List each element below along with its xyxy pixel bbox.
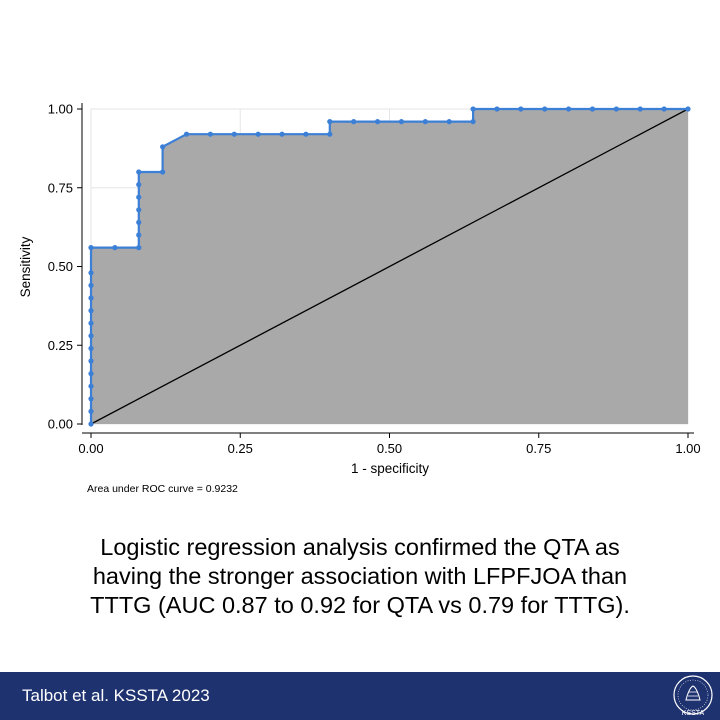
roc-point <box>518 106 524 112</box>
roc-point <box>136 182 142 188</box>
roc-point <box>88 408 94 414</box>
roc-point <box>88 396 94 402</box>
roc-chart: 0.00 0.25 0.50 0.75 1.00 0.00 0.25 0.50 0.75 1.00… <box>18 100 701 495</box>
roc-point <box>374 119 381 125</box>
roc-point <box>661 106 667 112</box>
roc-point <box>136 207 142 213</box>
roc-point <box>136 194 142 200</box>
reference-diagonal-line <box>90 108 689 425</box>
roc-point <box>207 131 213 137</box>
footer-bar: Talbot et al. KSSTA 2023 KSSTA <box>0 672 720 720</box>
roc-point <box>279 131 285 137</box>
roc-point <box>446 119 452 125</box>
roc-point <box>136 169 142 175</box>
logo-text: KSSTA <box>682 710 705 717</box>
x-axis-label: 1 - specificity <box>351 461 429 476</box>
roc-point <box>88 345 94 351</box>
roc-point <box>88 282 94 288</box>
x-tick-label: 1.00 <box>675 441 700 456</box>
roc-point <box>422 119 428 125</box>
roc-point <box>637 106 643 112</box>
y-tick-label: 1.00 <box>48 102 73 117</box>
y-tick-label: 0.00 <box>48 417 73 432</box>
x-tick-label: 0.75 <box>526 441 551 456</box>
roc-point <box>327 119 333 125</box>
roc-point <box>351 119 357 125</box>
roc-point <box>160 169 166 175</box>
caption-line-1: Logistic regression analysis confirmed t… <box>100 534 620 560</box>
y-tick-label: 0.75 <box>48 180 73 195</box>
roc-point <box>685 106 691 112</box>
roc-point <box>542 106 548 112</box>
roc-point <box>470 119 476 125</box>
caption-line-2: having the stronger association with LFP… <box>92 563 628 589</box>
y-axis-label: Sensitivity <box>18 236 33 297</box>
y-tick-label: 0.25 <box>48 338 73 353</box>
roc-point <box>136 232 142 238</box>
roc-point <box>88 371 94 377</box>
roc-point <box>613 106 619 112</box>
y-tick-label: 0.50 <box>48 259 73 274</box>
caption-line-3: TTTG (AUC 0.87 to 0.92 for QTA vs 0.79 f… <box>90 592 630 618</box>
roc-point <box>112 245 118 251</box>
roc-point <box>566 106 572 112</box>
roc-point <box>255 131 261 137</box>
roc-point <box>303 131 309 137</box>
tick-labels: 0.00 0.25 0.50 0.75 1.00 0.00 0.25 0.50 0.75 1.00 <box>48 102 701 457</box>
roc-point <box>160 144 166 150</box>
roc-point <box>88 320 94 326</box>
auc-note: Area under ROC curve = 0.9232 <box>87 483 238 495</box>
roc-point <box>88 421 94 427</box>
roc-point <box>136 245 142 251</box>
roc-point <box>88 295 94 301</box>
x-tick-label: 0.50 <box>377 441 402 456</box>
roc-point <box>183 131 190 137</box>
roc-point <box>327 131 333 137</box>
caption: Logistic regression analysis confirmed t… <box>20 533 700 620</box>
roc-point <box>470 106 476 112</box>
roc-point <box>88 245 94 251</box>
roc-point <box>88 270 94 276</box>
roc-point <box>88 308 94 314</box>
roc-point <box>398 119 405 125</box>
roc-point <box>88 383 94 389</box>
roc-point <box>494 106 500 112</box>
roc-point <box>136 219 142 225</box>
citation: Talbot et al. KSSTA 2023 <box>22 686 210 705</box>
roc-point <box>589 106 596 112</box>
ksssta-logo-icon: KSSTA <box>673 675 713 717</box>
roc-point <box>88 358 94 364</box>
x-tick-label: 0.00 <box>78 441 103 456</box>
roc-point <box>231 131 237 137</box>
roc-curve-points <box>88 106 691 427</box>
x-tick-label: 0.25 <box>228 441 253 456</box>
axes <box>77 103 694 438</box>
roc-point <box>88 333 94 339</box>
